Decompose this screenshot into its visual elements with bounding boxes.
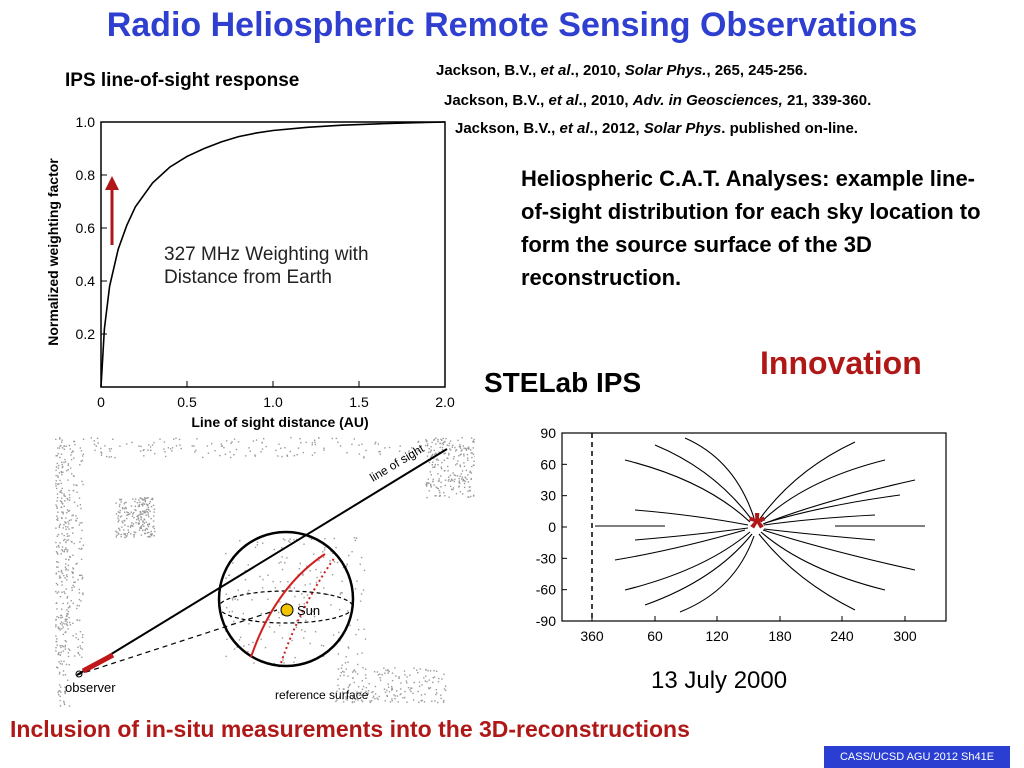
map-field-line xyxy=(763,514,876,526)
observer-marker xyxy=(81,652,115,674)
weighting-annotation: 327 MHz Weighting with Distance from Eart… xyxy=(164,244,369,288)
map-field-line xyxy=(644,533,753,606)
reference-ellipse xyxy=(218,590,354,624)
footer-badge: CASS/UCSD AGU 2012 Sh41E xyxy=(824,746,1010,768)
map-field-line xyxy=(760,459,886,523)
weighting-ylabel: Normalized weighting factor xyxy=(45,158,61,346)
map-field-line xyxy=(762,529,916,571)
sun-icon xyxy=(280,603,294,617)
observer-label: observer xyxy=(65,680,116,695)
map-y-tick-label: -60 xyxy=(536,582,556,598)
up-arrow-icon xyxy=(105,176,119,190)
map-x-tick-label: 240 xyxy=(830,628,854,644)
cat-description: Heliospheric C.A.T. Analyses: example li… xyxy=(521,166,981,290)
map-x-tick-label: 60 xyxy=(647,628,663,644)
map-field-line xyxy=(758,533,856,611)
map-y-tick-label: 30 xyxy=(540,488,556,504)
sphere-outline xyxy=(217,530,355,668)
line-of-sight xyxy=(76,448,448,676)
reference-surface-label: reference surface xyxy=(275,688,369,702)
x-tick-label: 0 xyxy=(97,394,105,410)
map-field-line xyxy=(679,535,755,613)
x-tick-label: 2.0 xyxy=(435,394,455,410)
map-field-line xyxy=(654,444,753,521)
y-tick-label: 0.6 xyxy=(76,220,96,236)
weighting-curve xyxy=(100,121,446,388)
map-field-line xyxy=(762,479,916,525)
insitu-caption: Inclusion of in-situ measurements into t… xyxy=(10,716,690,742)
weighting-chart-series xyxy=(100,121,446,388)
date-label: 13 July 2000 xyxy=(651,667,788,694)
weighting-chart-ticks: 0 0.5 1.0 1.5 2.0 0.2 0.4 0.6 0.8 1.0 xyxy=(76,114,455,410)
sun-direction-line xyxy=(76,609,278,676)
map-field-line xyxy=(760,531,886,591)
line-of-sight-label: line of sight xyxy=(367,441,427,485)
map-y-tick-label: -30 xyxy=(536,550,556,566)
innovation-label: Innovation xyxy=(760,345,922,381)
ips-heading: IPS line-of-sight response xyxy=(65,70,300,91)
map-x-tick-label: 120 xyxy=(705,628,729,644)
page-title: Radio Heliospheric Remote Sensing Observ… xyxy=(106,6,918,44)
map-y-tick-label: -90 xyxy=(536,613,556,629)
map-field-line xyxy=(634,527,749,541)
map-star-marker: * xyxy=(749,504,766,551)
map-field-line xyxy=(763,528,876,541)
map-x-tick-label: 300 xyxy=(893,628,917,644)
map-field-line xyxy=(614,529,746,561)
reference-1: Jackson, B.V., et al., 2010, Solar Phys.… xyxy=(436,62,808,79)
sun-label: Sun xyxy=(297,603,320,618)
map-field-line xyxy=(764,494,901,524)
map-field-lines xyxy=(595,437,925,613)
map-field-line xyxy=(624,459,751,523)
red-dotted-arc xyxy=(280,556,336,664)
map-x-tick-label: 180 xyxy=(768,628,792,644)
y-tick-label: 0.2 xyxy=(76,326,96,342)
reference-2: Jackson, B.V., et al., 2010, Adv. in Geo… xyxy=(444,92,872,109)
los-diagram: Sun observer reference surface line of s… xyxy=(55,437,475,707)
red-arc xyxy=(250,553,326,658)
x-tick-label: 0.5 xyxy=(177,394,197,410)
y-tick-label: 0.8 xyxy=(76,167,96,183)
stelab-label: STELab IPS xyxy=(484,367,642,398)
map-y-tick-label: 0 xyxy=(548,519,556,535)
y-tick-label: 0.4 xyxy=(76,273,96,289)
weighting-chart: 0 0.5 1.0 1.5 2.0 0.2 0.4 0.6 0.8 1.0 327 MHz Wei… xyxy=(45,114,455,430)
x-tick-label: 1.0 xyxy=(263,394,283,410)
x-tick-label: 1.5 xyxy=(349,394,369,410)
map-y-tick-label: 60 xyxy=(540,456,556,472)
reference-3: Jackson, B.V., et al., 2012, Solar Phys.… xyxy=(455,120,858,137)
observer-point xyxy=(75,670,83,678)
map-field-line xyxy=(634,509,749,526)
map-y-tick-label: 90 xyxy=(540,425,556,441)
speckle-background xyxy=(55,437,475,707)
y-tick-label: 1.0 xyxy=(76,114,96,130)
map-field-line xyxy=(758,441,856,521)
map-field-line xyxy=(624,531,751,591)
weighting-xlabel: Line of sight distance (AU) xyxy=(191,414,368,430)
map-field-line xyxy=(684,437,755,519)
map-x-tick-label: 360 xyxy=(580,628,604,644)
